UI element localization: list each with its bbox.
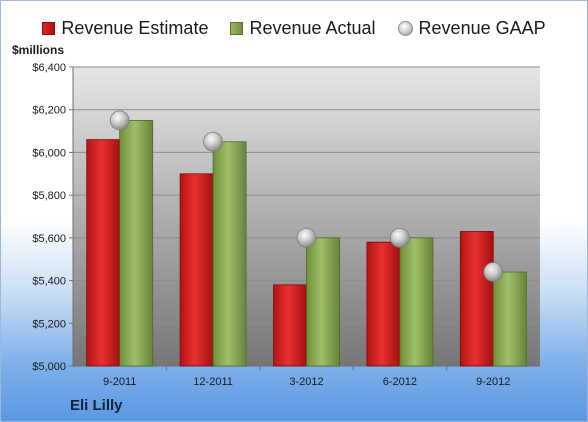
company-name: Eli Lilly (70, 397, 123, 414)
y-tick-label: $5,200 (32, 318, 66, 330)
x-tick-label: 12-2011 (193, 376, 233, 388)
x-tick-label: 6-2012 (383, 376, 417, 388)
bar-revenue-actual (306, 237, 340, 367)
x-tick-label: 9-2012 (476, 376, 510, 388)
legend-label-estimate: Revenue Estimate (61, 17, 209, 38)
legend-swatch-actual (230, 21, 244, 35)
y-tick-label: $6,400 (32, 62, 66, 74)
legend-item-estimate: Revenue Estimate (42, 18, 208, 39)
legend-item-gaap: Revenue GAAP (397, 17, 546, 39)
marker-revenue-gaap (483, 262, 504, 282)
legend-label-gaap: Revenue GAAP (418, 17, 546, 38)
marker-revenue-gaap (296, 227, 317, 248)
y-tick-label: $6,000 (32, 147, 66, 159)
bar-revenue-estimate (86, 139, 121, 367)
legend-item-actual: Revenue Actual (230, 17, 376, 39)
y-tick-label: $5,800 (32, 190, 66, 202)
bar-revenue-estimate (459, 231, 494, 367)
legend-swatch-estimate (42, 21, 56, 35)
marker-revenue-gaap (109, 110, 130, 131)
x-tick-label: 3-2012 (289, 376, 323, 388)
bar-revenue-actual (492, 271, 527, 367)
marker-revenue-gaap (203, 131, 224, 152)
y-tick-label: $6,200 (32, 105, 66, 117)
y-tick-label: $5,000 (32, 361, 66, 373)
bar-revenue-actual (399, 237, 434, 367)
y-axis-unit-label: $millions (12, 43, 65, 57)
bar-revenue-actual (212, 141, 247, 367)
legend-marker-gaap (397, 20, 413, 36)
bar-revenue-estimate (366, 241, 401, 367)
bar-revenue-estimate (179, 173, 214, 367)
y-tick-label: $5,600 (32, 233, 66, 245)
bar-revenue-estimate (273, 284, 307, 367)
y-tick-label: $5,400 (32, 276, 66, 288)
marker-revenue-gaap (389, 227, 410, 248)
legend-label-actual: Revenue Actual (249, 17, 376, 38)
x-tick-label: 9-2011 (103, 376, 136, 388)
chart-legend: Revenue Estimate Revenue Actual Revenue … (0, 14, 588, 42)
bar-revenue-actual (119, 119, 154, 367)
